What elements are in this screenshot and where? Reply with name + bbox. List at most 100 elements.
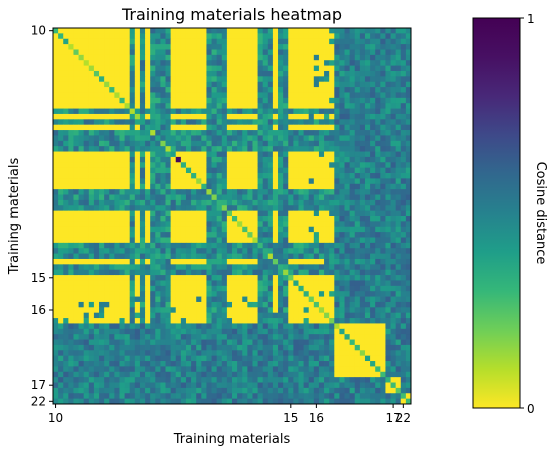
heatmap-cell xyxy=(242,162,248,169)
heatmap-cell xyxy=(109,81,115,88)
heatmap-cell xyxy=(359,334,366,340)
heatmap-cell xyxy=(201,135,207,142)
heatmap-cell xyxy=(104,124,110,131)
heatmap-cell xyxy=(196,334,202,340)
heatmap-cell xyxy=(134,366,141,373)
heatmap-cell xyxy=(196,54,202,61)
heatmap-cell xyxy=(237,264,243,271)
heatmap-cell xyxy=(185,232,192,238)
heatmap-cell xyxy=(109,210,115,217)
heatmap-cell xyxy=(395,146,402,152)
heatmap-cell xyxy=(283,387,289,394)
heatmap-cell xyxy=(324,135,330,142)
heatmap-cell xyxy=(334,307,340,314)
heatmap-cell xyxy=(226,151,233,158)
heatmap-cell xyxy=(395,210,402,217)
heatmap-cell xyxy=(53,81,59,88)
heatmap-cell xyxy=(170,221,177,228)
heatmap-cell xyxy=(293,97,299,104)
heatmap-cell xyxy=(329,216,335,222)
heatmap-cell xyxy=(293,221,299,228)
heatmap-cell xyxy=(211,92,218,99)
heatmap-cell xyxy=(124,183,131,190)
heatmap-cell xyxy=(400,189,407,195)
heatmap-cell xyxy=(257,285,264,292)
heatmap-cell xyxy=(390,124,397,131)
heatmap-cell xyxy=(247,173,253,179)
heatmap-cell xyxy=(395,199,402,206)
heatmap-cell xyxy=(293,38,299,45)
heatmap-cell xyxy=(139,162,146,169)
heatmap-cell xyxy=(53,92,59,99)
heatmap-cell xyxy=(380,296,386,303)
heatmap-cell xyxy=(313,156,320,163)
heatmap-cell xyxy=(359,124,366,131)
heatmap-cell xyxy=(134,328,141,335)
heatmap-cell xyxy=(134,87,141,93)
heatmap-cell xyxy=(68,312,74,319)
heatmap-cell xyxy=(288,44,294,50)
heatmap-cell xyxy=(226,113,233,120)
heatmap-cell xyxy=(160,237,166,244)
heatmap-cell xyxy=(139,81,146,88)
heatmap-cell xyxy=(375,210,381,217)
heatmap-cell xyxy=(206,44,212,50)
heatmap-cell xyxy=(226,178,233,185)
heatmap-cell xyxy=(400,253,407,260)
heatmap-cell xyxy=(390,162,397,169)
heatmap-cell xyxy=(267,156,274,163)
heatmap-cell xyxy=(272,54,279,61)
heatmap-cell xyxy=(400,344,407,351)
heatmap-cell xyxy=(313,296,320,303)
heatmap-cell xyxy=(380,92,386,99)
heatmap-cell xyxy=(334,81,340,88)
heatmap-cell xyxy=(237,60,243,66)
heatmap-cell xyxy=(139,355,146,362)
heatmap-cell xyxy=(242,355,248,362)
heatmap-cell xyxy=(370,108,376,115)
heatmap-cell xyxy=(114,81,120,88)
heatmap-cell xyxy=(201,81,207,88)
heatmap-cell xyxy=(73,301,79,308)
heatmap-cell xyxy=(283,242,289,249)
heatmap-cell xyxy=(226,344,233,351)
heatmap-cell xyxy=(160,151,166,158)
heatmap-cell xyxy=(400,44,407,50)
heatmap-cell xyxy=(191,248,197,254)
heatmap-cell xyxy=(114,103,120,109)
heatmap-cell xyxy=(165,119,172,126)
heatmap-cell xyxy=(370,264,376,271)
heatmap-cell xyxy=(283,140,289,147)
heatmap-cell xyxy=(298,210,304,217)
heatmap-cell xyxy=(58,291,64,297)
heatmap-cell xyxy=(375,28,381,34)
heatmap-cell xyxy=(68,87,74,93)
heatmap-cell xyxy=(405,301,412,308)
heatmap-cell xyxy=(380,199,386,206)
heatmap-cell xyxy=(318,119,325,126)
heatmap-cell xyxy=(63,173,69,179)
heatmap-cell xyxy=(370,334,376,340)
heatmap-cell xyxy=(99,178,105,185)
heatmap-cell xyxy=(114,387,120,394)
heatmap-cell xyxy=(267,113,274,120)
heatmap-cell xyxy=(175,393,182,400)
heatmap-cell xyxy=(114,70,120,77)
heatmap-cell xyxy=(237,226,243,233)
heatmap-cell xyxy=(272,301,279,308)
heatmap-cell xyxy=(283,199,289,206)
heatmap-cell xyxy=(313,232,320,238)
heatmap-cell xyxy=(93,366,100,373)
heatmap-cell xyxy=(334,339,340,346)
heatmap-cell xyxy=(390,269,397,276)
heatmap-cell xyxy=(211,178,218,185)
heatmap-cell xyxy=(109,301,115,308)
heatmap-cell xyxy=(155,323,161,330)
heatmap-cell xyxy=(150,140,156,147)
heatmap-cell xyxy=(160,44,166,50)
heatmap-cell xyxy=(267,291,274,297)
heatmap-cell xyxy=(170,344,177,351)
heatmap-cell xyxy=(278,210,284,217)
heatmap-cell xyxy=(237,377,243,383)
heatmap-cell xyxy=(216,377,223,383)
